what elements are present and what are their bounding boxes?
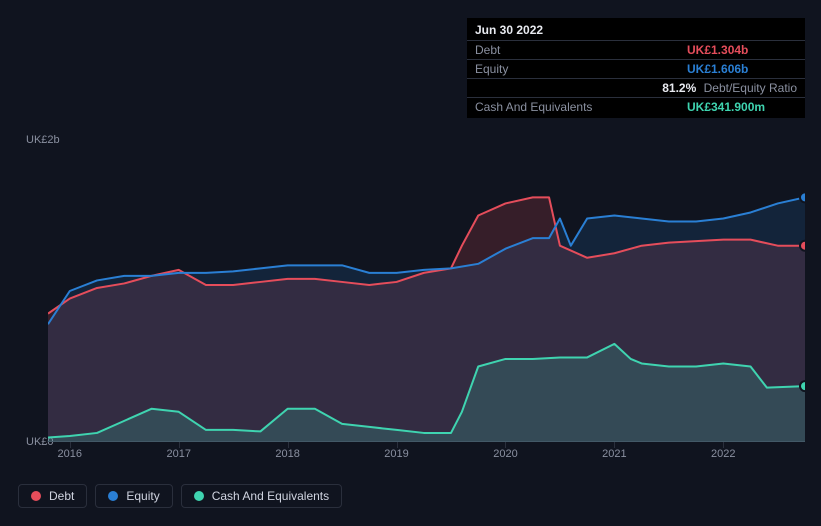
legend-dot-icon — [31, 491, 41, 501]
x-axis-tick: 2018 — [275, 448, 299, 460]
tooltip-label: Cash And Equivalents — [475, 100, 687, 114]
chart-container: Jun 30 2022 Debt UK£1.304b Equity UK£1.6… — [0, 0, 821, 526]
chart-plot-area[interactable] — [48, 140, 805, 442]
legend-label: Equity — [126, 489, 159, 503]
tooltip-label: Equity — [475, 62, 687, 76]
x-axis-tick: 2019 — [384, 448, 408, 460]
tooltip-value: UK£1.304b — [687, 43, 797, 57]
tooltip-row-equity: Equity UK£1.606b — [467, 60, 805, 79]
legend-dot-icon — [108, 491, 118, 501]
x-axis-tick: 2021 — [602, 448, 626, 460]
x-axis-tick: 2017 — [166, 448, 190, 460]
tooltip-row-debt: Debt UK£1.304b — [467, 41, 805, 60]
tooltip-row-ratio: 81.2% Debt/Equity Ratio — [467, 79, 805, 98]
tooltip-label — [475, 81, 662, 95]
tooltip-value: UK£1.606b — [687, 62, 797, 76]
legend-label: Cash And Equivalents — [212, 489, 329, 503]
chart-legend: Debt Equity Cash And Equivalents — [18, 484, 342, 508]
legend-item-cash[interactable]: Cash And Equivalents — [181, 484, 342, 508]
tooltip-ratio-value: 81.2% — [662, 81, 696, 95]
legend-label: Debt — [49, 489, 74, 503]
tooltip-value: 81.2% Debt/Equity Ratio — [662, 81, 797, 95]
tooltip-row-cash: Cash And Equivalents UK£341.900m — [467, 98, 805, 116]
x-axis: 2016 2017 2018 2019 2020 2021 2022 — [48, 448, 805, 462]
legend-item-debt[interactable]: Debt — [18, 484, 87, 508]
tooltip-value: UK£341.900m — [687, 100, 797, 114]
chart-tooltip: Jun 30 2022 Debt UK£1.304b Equity UK£1.6… — [467, 18, 805, 118]
chart-svg — [48, 140, 805, 442]
legend-dot-icon — [194, 491, 204, 501]
tooltip-label: Debt — [475, 43, 687, 57]
x-axis-tick: 2020 — [493, 448, 517, 460]
tooltip-date: Jun 30 2022 — [467, 18, 805, 41]
x-axis-tick: 2022 — [711, 448, 735, 460]
x-axis-tick: 2016 — [58, 448, 82, 460]
legend-item-equity[interactable]: Equity — [95, 484, 172, 508]
tooltip-ratio-extra: Debt/Equity Ratio — [704, 81, 797, 95]
